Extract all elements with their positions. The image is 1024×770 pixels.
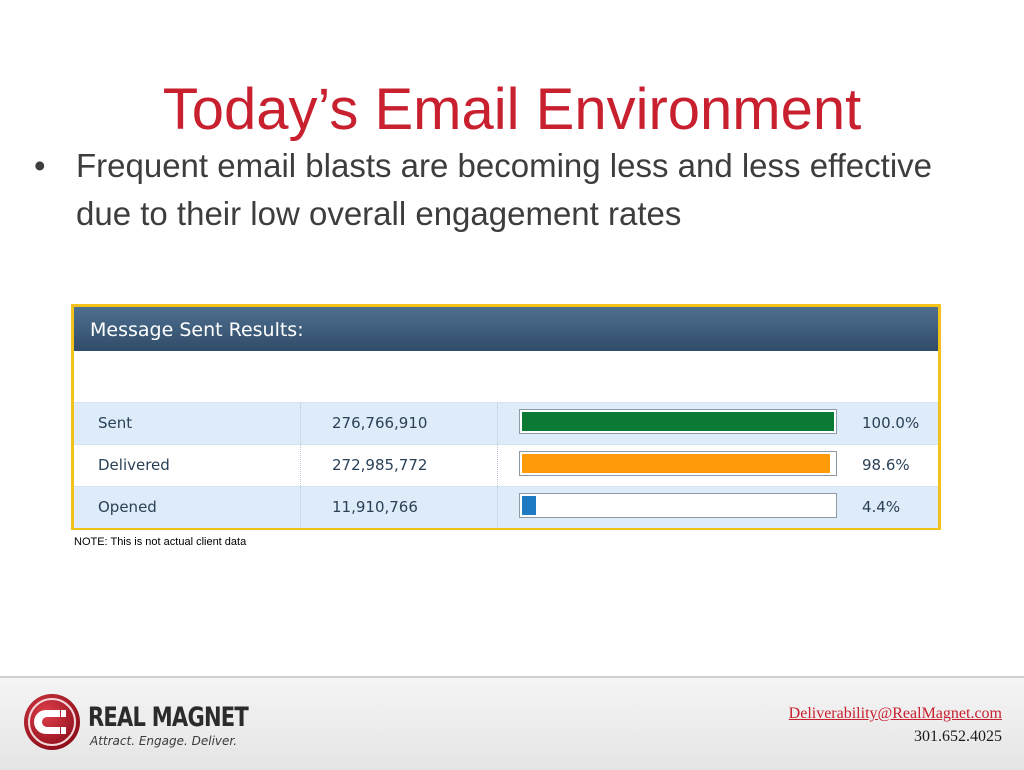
message-sent-results-panel: Message Sent Results: Sent 276,766,910 1… [71, 304, 941, 530]
row-bar-cell [519, 403, 839, 444]
progress-bar-fill [522, 454, 830, 473]
progress-bar-fill [522, 412, 834, 431]
bullet-list: • Frequent email blasts are becoming les… [34, 142, 994, 238]
slide-title: Today’s Email Environment [162, 76, 862, 142]
logo-wordmark: REAL MAGNET [88, 702, 249, 733]
bullet-item: • Frequent email blasts are becoming les… [34, 142, 994, 238]
row-percent: 4.4% [862, 498, 901, 516]
row-percent: 98.6% [862, 456, 910, 474]
contact-info: Deliverability@RealMagnet.com 301.652.40… [789, 702, 1002, 748]
progress-bar-track [519, 409, 837, 434]
results-row-delivered: Delivered 272,985,772 98.6% [74, 444, 938, 486]
results-row-opened: Opened 11,910,766 4.4% [74, 486, 938, 528]
row-label: Opened [74, 487, 301, 528]
logo-tagline: Attract. Engage. Deliver. [90, 734, 238, 748]
panel-spacer [74, 351, 938, 402]
bullet-icon: • [34, 147, 46, 184]
bullet-text: Frequent email blasts are becoming less … [76, 147, 933, 232]
contact-email-link[interactable]: Deliverability@RealMagnet.com [788, 705, 1002, 722]
progress-bar-track [519, 451, 837, 476]
row-count: 11,910,766 [302, 487, 498, 528]
row-count: 276,766,910 [302, 403, 498, 444]
row-percent: 100.0% [862, 414, 920, 432]
slide-footer: REAL MAGNET Attract. Engage. Deliver. De… [0, 676, 1024, 770]
contact-phone: 301.652.4025 [914, 728, 1002, 745]
progress-bar-fill [522, 496, 536, 515]
panel-header: Message Sent Results: [74, 307, 938, 351]
disclaimer-note: NOTE: This is not actual client data [74, 536, 247, 548]
row-bar-cell [519, 487, 839, 528]
magnet-icon [24, 694, 80, 750]
row-count: 272,985,772 [302, 445, 498, 486]
real-magnet-logo: REAL MAGNET Attract. Engage. Deliver. [22, 692, 249, 758]
results-row-sent: Sent 276,766,910 100.0% [74, 402, 938, 444]
progress-bar-track [519, 493, 837, 518]
row-bar-cell [519, 445, 839, 486]
row-label: Sent [74, 403, 301, 444]
row-label: Delivered [74, 445, 301, 486]
